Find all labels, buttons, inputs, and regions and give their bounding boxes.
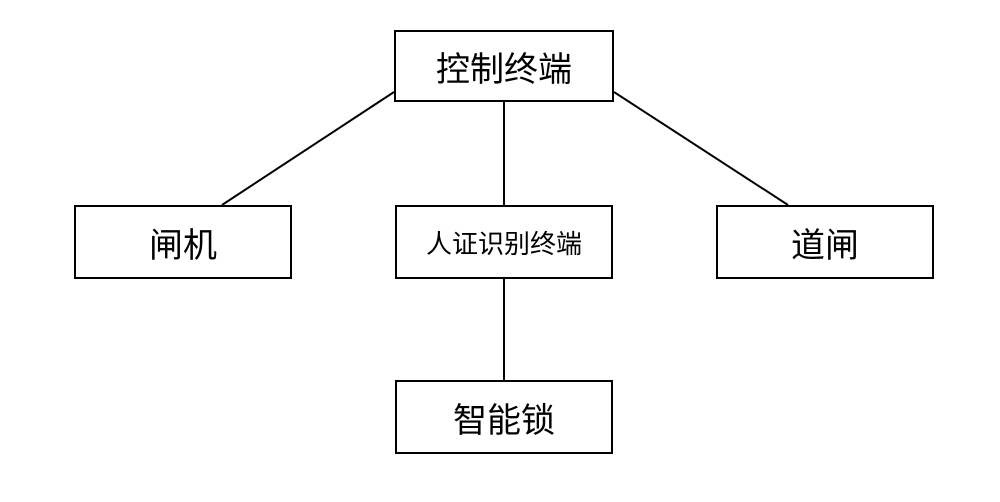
node-barrier-gate: 道闸 <box>716 205 934 279</box>
node-gate-machine: 闸机 <box>74 205 292 279</box>
node-control-terminal: 控制终端 <box>394 30 614 102</box>
node-label: 闸机 <box>149 218 217 267</box>
node-label: 智能锁 <box>453 393 555 442</box>
node-label: 控制终端 <box>436 42 572 91</box>
node-id-recognition-terminal: 人证识别终端 <box>395 205 613 279</box>
node-label: 人证识别终端 <box>426 224 582 261</box>
node-smart-lock: 智能锁 <box>395 380 613 454</box>
node-label: 道闸 <box>791 218 859 267</box>
